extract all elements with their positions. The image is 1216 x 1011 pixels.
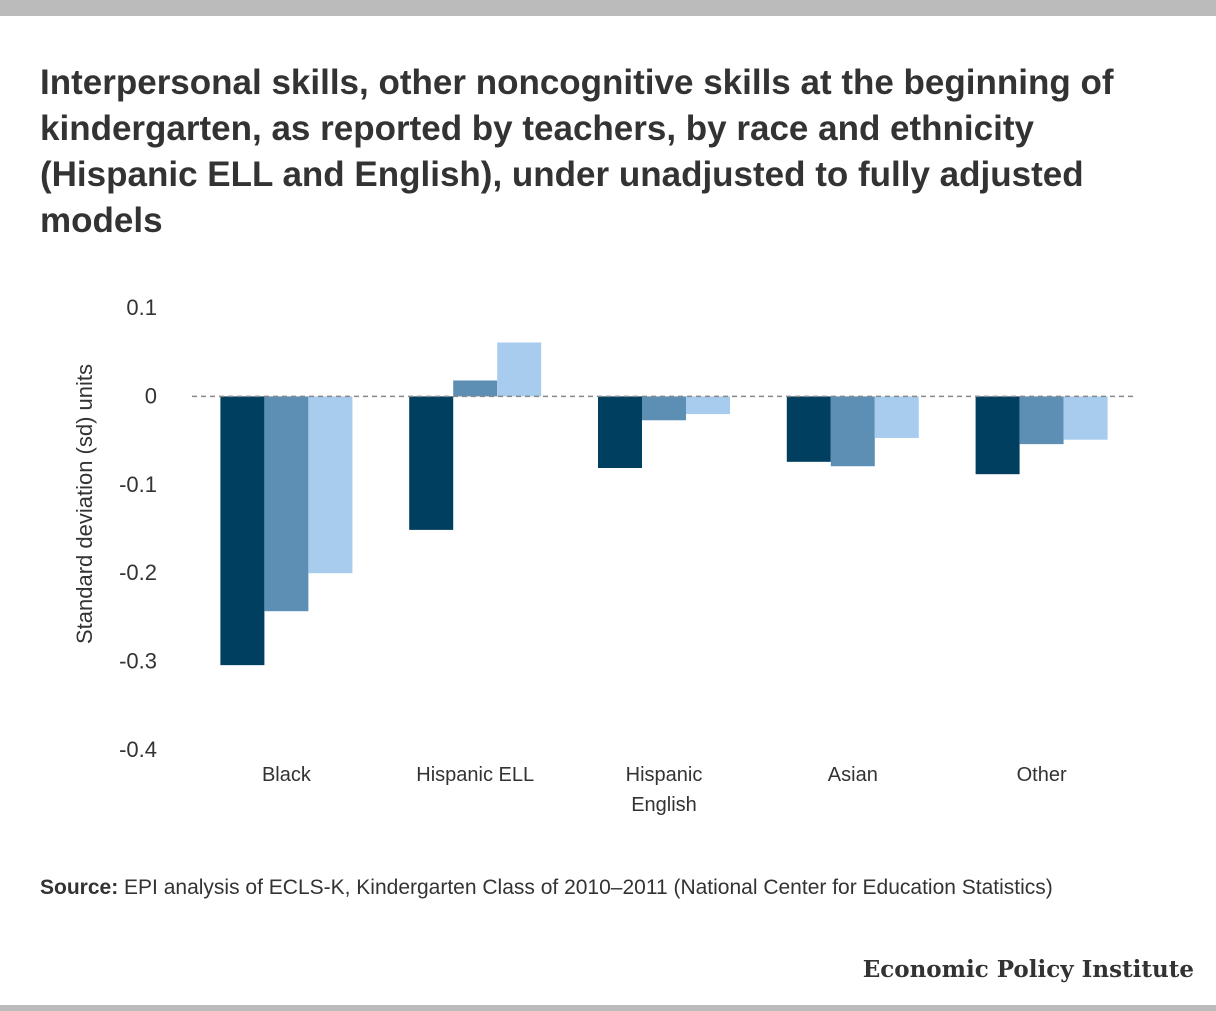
bar <box>975 396 1020 475</box>
bar <box>686 396 730 415</box>
bar <box>308 396 353 574</box>
x-tick-label: Hispanic <box>626 764 703 786</box>
bottom-frame-bar <box>0 1005 1216 1011</box>
bar <box>409 396 454 530</box>
x-tick-label: Other <box>1017 764 1067 786</box>
y-tick-label: -0.4 <box>119 737 157 762</box>
y-tick-label: -0.3 <box>119 649 157 674</box>
bar <box>642 396 686 421</box>
bar <box>786 396 831 462</box>
top-frame-bar <box>0 0 1216 16</box>
source-note: Source: EPI analysis of ECLS-K, Kinderga… <box>40 872 1170 903</box>
bar <box>453 380 498 397</box>
bar <box>598 396 642 469</box>
y-tick-label: 0 <box>145 383 157 408</box>
bar <box>497 342 542 397</box>
y-tick-label: -0.2 <box>119 560 157 585</box>
bar <box>1019 396 1064 445</box>
y-axis-label: Standard deviation (sd) units <box>72 364 97 644</box>
chart-title: Interpersonal skills, other noncognitive… <box>40 63 1114 240</box>
x-tick-label: English <box>631 794 697 816</box>
bar-chart: 0.1 0 -0.1 -0.2 -0.3 -0.4 Standard deviation (… <box>72 295 1136 816</box>
x-tick-label: Black <box>262 764 312 786</box>
y-tick-label: 0.1 <box>126 295 157 320</box>
bar <box>264 396 309 612</box>
bar <box>874 396 919 438</box>
bar <box>220 396 265 666</box>
bar <box>1063 396 1108 440</box>
bar <box>830 396 875 467</box>
x-tick-label: Hispanic ELL <box>416 764 534 786</box>
source-label: Source: <box>40 876 119 899</box>
x-tick-label: Asian <box>828 764 878 786</box>
organization-logo: Economic Policy Institute <box>862 956 1194 983</box>
y-tick-label: -0.1 <box>119 472 157 497</box>
source-text: EPI analysis of ECLS-K, Kindergarten Cla… <box>124 876 1053 899</box>
